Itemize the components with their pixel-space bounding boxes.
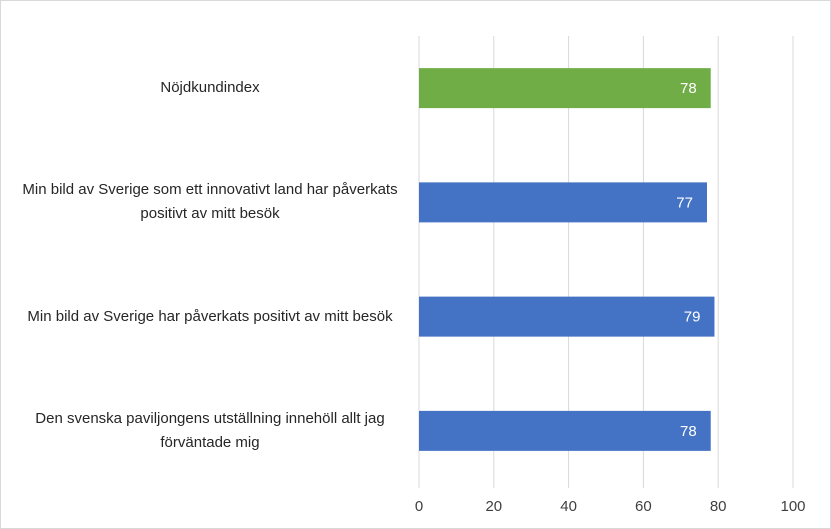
value-label: 78 <box>680 423 697 440</box>
y-tick-label: Den svenska paviljongens utställning inn… <box>35 409 385 451</box>
bar <box>419 182 707 223</box>
x-tick-label: 60 <box>635 498 652 515</box>
bar <box>419 68 711 109</box>
y-tick-label: Min bild av Sverige som ett innovativt l… <box>22 181 398 223</box>
y-tick-label: Min bild av Sverige har påverkats positi… <box>27 307 393 325</box>
bar <box>419 296 715 337</box>
x-tick-label: 0 <box>415 498 423 515</box>
value-label: 78 <box>680 80 697 97</box>
value-label: 79 <box>684 309 701 326</box>
y-tick-label: Nöjdkundindex <box>160 79 260 97</box>
x-tick-label: 100 <box>780 498 805 515</box>
bar <box>419 410 711 451</box>
x-tick-label: 80 <box>710 498 727 515</box>
x-tick-label: 20 <box>485 498 502 515</box>
x-tick-label: 40 <box>560 498 577 515</box>
value-label: 77 <box>676 194 693 211</box>
